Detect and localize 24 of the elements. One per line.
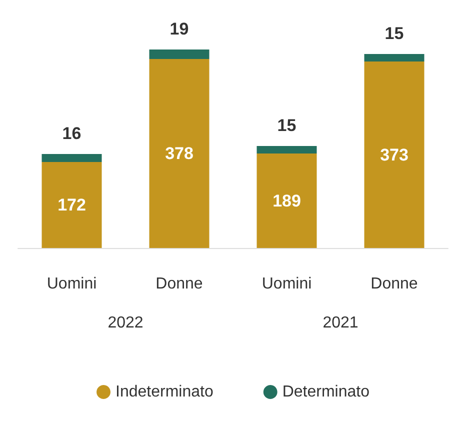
x-tick-label: Donne	[370, 276, 418, 292]
data-label: 16	[62, 124, 82, 143]
data-label: 378	[165, 144, 194, 163]
x-tick-label: Uomini	[46, 276, 97, 292]
bar	[364, 62, 424, 248]
legend-label: Indeterminato	[116, 384, 214, 400]
bar	[149, 50, 210, 59]
data-label: 15	[277, 116, 296, 135]
data-label: 373	[380, 145, 408, 164]
data-label: 189	[272, 191, 301, 210]
bar	[42, 162, 102, 248]
x-tick-label: Donne	[156, 276, 203, 292]
text: 2022	[108, 314, 144, 332]
legend-label: Determinato	[282, 384, 370, 400]
bar	[256, 146, 317, 154]
text: 2021	[322, 314, 358, 332]
bar	[42, 154, 102, 162]
data-label: 19	[170, 20, 189, 38]
x-tick-label: Uomini	[262, 276, 312, 292]
data-label: 15	[384, 24, 404, 43]
bar	[149, 59, 210, 248]
data-label: 172	[58, 196, 86, 214]
bar	[256, 154, 317, 248]
bar	[364, 54, 424, 62]
